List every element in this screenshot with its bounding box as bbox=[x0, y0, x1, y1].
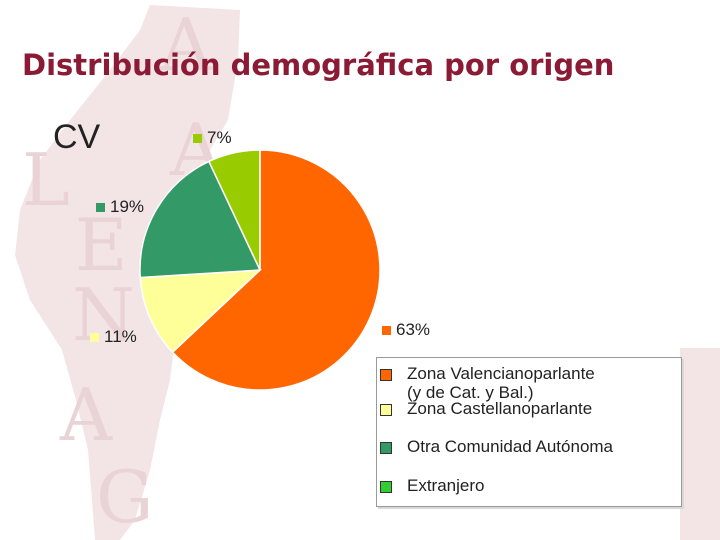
data-label-key bbox=[193, 134, 202, 143]
legend-label: Zona Castellanoparlante bbox=[407, 399, 593, 418]
page-title: Distribución demográfica por origen bbox=[22, 48, 615, 82]
legend-swatch bbox=[380, 369, 392, 381]
legend-swatch bbox=[380, 442, 392, 454]
pie-slice bbox=[207, 149, 261, 271]
pie-slice bbox=[171, 149, 381, 391]
region-label: CV bbox=[53, 118, 101, 156]
legend-label: Extranjero bbox=[407, 476, 485, 495]
chart-legend: Zona Valencianoparlante (y de Cat. y Bal… bbox=[376, 357, 682, 507]
legend-label: Zona Valencianoparlante (y de Cat. y Bal… bbox=[407, 364, 595, 402]
background-letter: A bbox=[59, 373, 113, 457]
legend-swatch bbox=[380, 481, 392, 493]
data-label: 63% bbox=[396, 320, 430, 339]
data-label-key bbox=[90, 333, 99, 342]
data-label: 19% bbox=[110, 197, 144, 216]
data-label-key bbox=[96, 203, 105, 212]
data-label: 11% bbox=[104, 327, 137, 346]
pie-slice bbox=[139, 269, 263, 354]
pie-slice bbox=[139, 160, 262, 279]
background-letter: G bbox=[96, 455, 154, 539]
legend-label: Otra Comunidad Autónoma bbox=[407, 437, 614, 456]
data-label: 7% bbox=[207, 128, 232, 147]
data-label-key bbox=[382, 326, 391, 335]
background-letter: L bbox=[22, 138, 70, 222]
background-letter: E bbox=[75, 203, 128, 287]
background-map-coast bbox=[680, 348, 720, 540]
background-map-shape bbox=[15, 5, 240, 540]
background-letter: A bbox=[159, 3, 213, 87]
background-letter: N bbox=[72, 273, 135, 357]
legend-swatch bbox=[380, 404, 392, 416]
